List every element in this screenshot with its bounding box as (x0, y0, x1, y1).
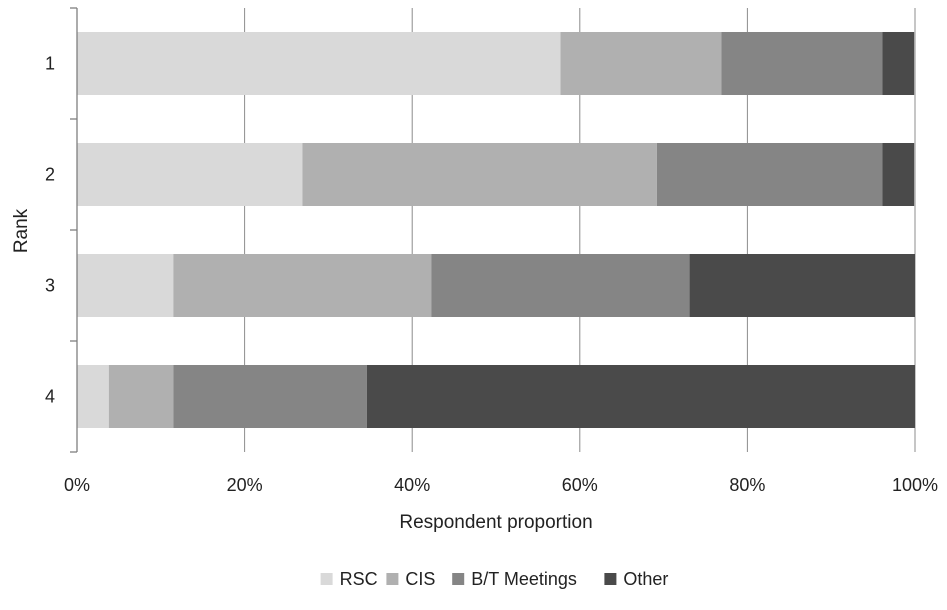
legend-label: CIS (405, 569, 435, 589)
bars (77, 32, 915, 428)
legend: RSC CIS B/T Meetings Other (320, 569, 668, 589)
bar-segment (77, 254, 174, 317)
y-axis-title: Rank (11, 208, 32, 253)
legend-swatch (320, 573, 333, 585)
bar-segment (882, 32, 915, 95)
x-tick-label: 80% (729, 475, 765, 495)
bar-segment (560, 32, 722, 95)
x-tick-label: 100% (892, 475, 938, 495)
bar-segment (689, 254, 915, 317)
bar-segment (366, 365, 915, 428)
y-tick-label: 4 (45, 387, 55, 407)
x-tick-label: 60% (562, 475, 598, 495)
bar-segment (302, 143, 657, 206)
bar-segment (656, 143, 883, 206)
legend-swatch (386, 573, 399, 585)
bar-segment (108, 365, 174, 428)
bar-segment (173, 365, 367, 428)
y-tick-label: 1 (45, 54, 55, 74)
legend-label: RSC (340, 569, 378, 589)
legend-swatch (604, 573, 617, 585)
bar-segment (77, 143, 303, 206)
axes: 0% 20% 40% 60% 80% 100% 1 2 3 4 (45, 7, 938, 495)
y-tick-label: 3 (45, 276, 55, 296)
x-tick-label: 20% (227, 475, 263, 495)
bar-segment (882, 143, 915, 206)
y-tick-label: 2 (45, 165, 55, 185)
x-tick-label: 0% (64, 475, 90, 495)
legend-swatch (452, 573, 465, 585)
bar-segment (431, 254, 690, 317)
x-axis-title: Respondent proportion (399, 512, 592, 533)
bar-segment (173, 254, 432, 317)
legend-label: B/T Meetings (471, 569, 577, 589)
legend-label: Other (623, 569, 668, 589)
bar-segment (77, 365, 109, 428)
bar-segment (721, 32, 883, 95)
bar-segment (77, 32, 561, 95)
x-tick-label: 40% (394, 475, 430, 495)
